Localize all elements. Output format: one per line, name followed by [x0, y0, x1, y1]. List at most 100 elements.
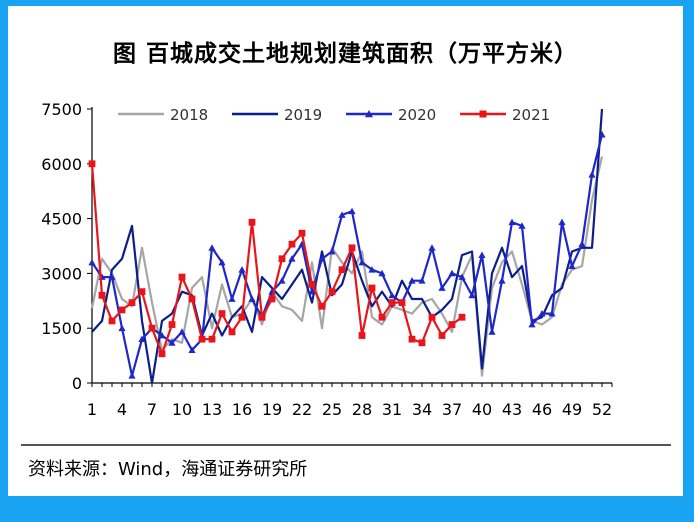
legend-marker-2020 [365, 110, 373, 118]
data-point-2020 [588, 171, 596, 178]
data-point-2021 [268, 295, 276, 303]
series-layer [88, 108, 606, 385]
y-tick-label: 7500 [41, 100, 82, 119]
chart-frame: 图 百城成交土地规划建筑面积（万平方米） 资料来源：Wind，海通证券研究所 [8, 6, 683, 496]
legend-label-2021: 2021 [512, 106, 550, 124]
x-tick-label: 49 [562, 400, 582, 419]
data-point-2020 [358, 258, 366, 266]
data-point-2021 [418, 339, 426, 347]
data-point-2021 [258, 313, 266, 321]
data-point-2021 [308, 280, 316, 288]
data-point-2021 [128, 299, 136, 307]
data-point-2020 [158, 331, 166, 339]
x-tick-label: 31 [382, 400, 402, 419]
data-point-2021 [408, 335, 416, 343]
data-point-2021 [158, 350, 166, 358]
x-tick-label: 25 [322, 400, 342, 419]
data-point-2021 [328, 288, 336, 296]
axes: 0 1500 3000 4500 6000 7500 1 4 7 10 13 16 19 22 25 28 31… [41, 100, 613, 419]
data-point-2020 [578, 240, 586, 248]
data-point-2021 [198, 335, 206, 343]
y-tick-label: 4500 [41, 210, 82, 229]
data-point-2020 [438, 284, 446, 291]
x-tick-label: 34 [412, 400, 432, 419]
y-tick-label: 1500 [41, 319, 82, 338]
data-point-2020 [278, 277, 286, 284]
series-line-2020 [91, 134, 604, 377]
x-tick-label: 22 [292, 400, 312, 419]
data-point-2021 [288, 240, 296, 248]
data-point-2021 [348, 244, 356, 252]
data-point-2021 [148, 324, 156, 332]
x-tick-label: 13 [202, 400, 222, 419]
y-tick-label: 6000 [41, 155, 82, 174]
data-point-2020 [338, 211, 346, 218]
data-point-2020 [508, 218, 516, 226]
data-point-2020 [548, 309, 556, 317]
y-tick-label: 3000 [41, 264, 82, 283]
data-point-2021 [238, 313, 246, 321]
data-point-2021 [218, 310, 226, 317]
legend: 2018 2019 2020 2021 [118, 106, 550, 124]
legend-label-2019: 2019 [284, 106, 322, 124]
data-point-2020 [418, 277, 426, 284]
data-point-2020 [448, 269, 456, 277]
data-point-2020 [468, 291, 476, 299]
data-point-2020 [138, 335, 146, 343]
data-point-2021 [378, 313, 386, 321]
data-point-2020 [318, 255, 326, 262]
data-point-2021 [458, 313, 466, 321]
data-point-2020 [168, 339, 176, 346]
data-point-2021 [188, 295, 196, 303]
x-tick-label: 52 [592, 400, 612, 419]
data-point-2020 [388, 291, 396, 299]
data-point-2020 [88, 258, 96, 266]
data-point-2020 [188, 346, 196, 353]
divider [21, 444, 671, 446]
x-tick-label: 37 [442, 400, 462, 419]
data-point-2020 [408, 277, 416, 284]
data-point-2021 [438, 332, 446, 339]
chart-title: 图 百城成交土地规划建筑面积（万平方米） [112, 41, 578, 67]
data-point-2020 [498, 277, 506, 284]
data-point-2021 [358, 332, 366, 339]
x-tick-label: 10 [172, 400, 192, 419]
data-point-2021 [338, 266, 346, 274]
x-tick-label: 4 [117, 400, 127, 419]
data-point-2021 [168, 321, 176, 328]
data-point-2020 [538, 309, 546, 317]
data-point-2020 [178, 328, 186, 335]
data-point-2020 [328, 247, 336, 255]
data-point-2021 [278, 255, 286, 263]
data-point-2021 [388, 299, 396, 307]
data-point-2020 [208, 244, 216, 251]
y-tick-label: 0 [72, 374, 82, 393]
data-point-2021 [118, 306, 126, 314]
data-point-2020 [458, 273, 466, 280]
data-point-2021 [368, 284, 376, 292]
data-point-2020 [368, 266, 376, 273]
data-point-2021 [98, 291, 106, 299]
data-point-2020 [248, 295, 256, 302]
x-tick-label: 1 [87, 400, 97, 419]
x-tick-label: 43 [502, 400, 522, 419]
data-point-2020 [108, 273, 116, 280]
x-tick-label: 7 [147, 400, 157, 419]
data-point-2020 [378, 269, 386, 277]
x-tick-label: 40 [472, 400, 492, 419]
data-point-2020 [118, 324, 126, 332]
series-line-2021 [90, 163, 463, 355]
source-note: 资料来源：Wind，海通证券研究所 [28, 459, 308, 480]
data-point-2020 [308, 288, 316, 295]
data-point-2021 [228, 328, 236, 336]
x-tick-label: 46 [532, 400, 552, 419]
data-point-2020 [228, 295, 236, 302]
data-point-2020 [238, 266, 246, 273]
data-point-2020 [598, 130, 606, 138]
x-tick-label: 19 [262, 400, 282, 419]
data-point-2021 [138, 288, 146, 296]
data-point-2021 [428, 313, 436, 321]
data-point-2021 [88, 160, 96, 168]
data-point-2020 [218, 258, 226, 266]
